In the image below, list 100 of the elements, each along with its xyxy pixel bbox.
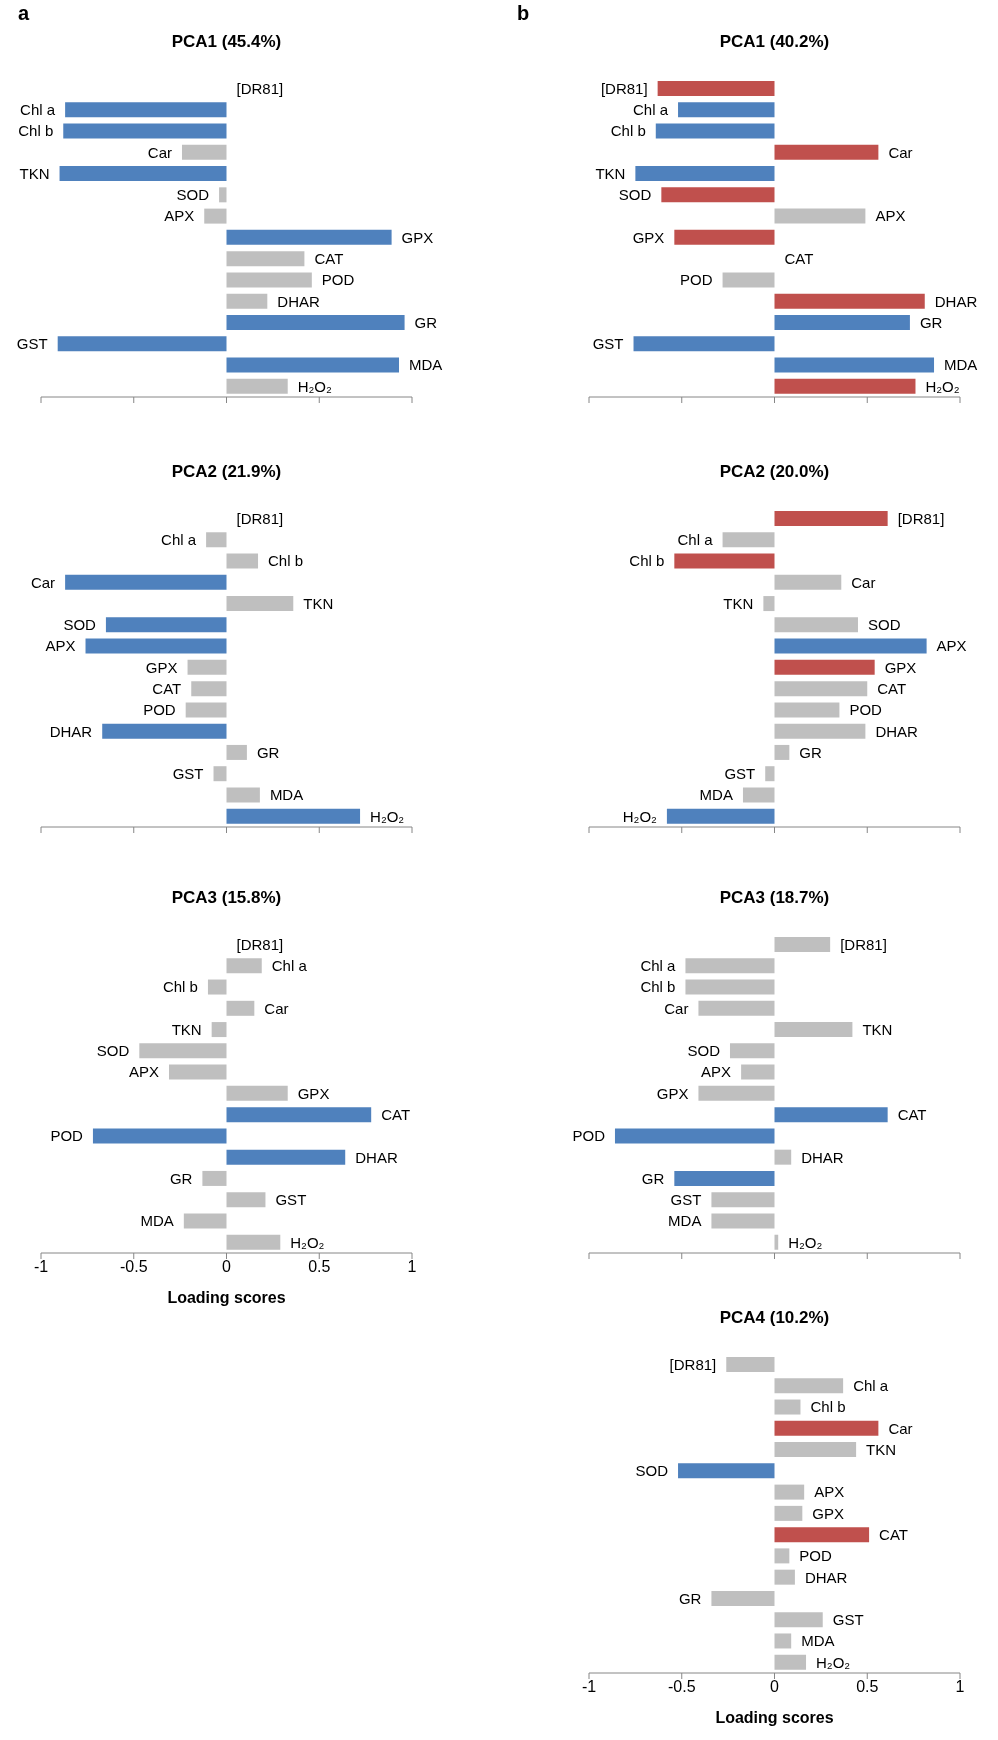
category-label: GPX [145, 658, 178, 676]
category-label: Chl a [20, 101, 56, 119]
bar [187, 659, 227, 675]
category-label: H₂O₂ [290, 1233, 325, 1251]
x-tick-label: -0.5 [667, 1678, 696, 1696]
bar [226, 958, 262, 974]
bar [674, 1170, 775, 1186]
text: a [18, 2, 30, 25]
bar [742, 787, 775, 803]
category-label: H₂O₂ [788, 1233, 823, 1251]
category-label: GST [724, 765, 756, 783]
category-label: Chl b [810, 1398, 846, 1416]
bar [698, 1000, 775, 1016]
bar [226, 1000, 255, 1016]
category-label: MDA [409, 356, 443, 374]
text: b [517, 2, 530, 25]
category-label: Car [888, 143, 913, 161]
bar [226, 357, 400, 373]
bar [226, 1149, 346, 1165]
category-label: Car [264, 999, 289, 1017]
bar [741, 1064, 775, 1080]
bar [774, 681, 868, 697]
x-tick-label: 0 [770, 1678, 780, 1696]
category-label: POD [50, 1127, 83, 1145]
bar [207, 979, 227, 995]
bar [213, 766, 227, 782]
bar [57, 336, 227, 352]
bar [183, 1213, 227, 1229]
category-label: TKN [723, 594, 754, 612]
bar [204, 208, 227, 224]
category-label: CAT [879, 1526, 908, 1544]
category-label: GST [670, 1191, 702, 1209]
category-label: APX [128, 1063, 159, 1081]
category-label: DHAR [355, 1148, 398, 1166]
bar [226, 1085, 288, 1101]
category-label: SOD [176, 186, 210, 204]
bar [729, 1043, 775, 1059]
category-label: MDA [699, 786, 733, 804]
category-label: GPX [401, 228, 434, 246]
bar [774, 744, 790, 760]
bar [774, 1149, 792, 1165]
category-label: Chl a [271, 957, 307, 975]
bar [169, 1064, 227, 1080]
chart-title: PCA1 (45.4%) [170, 31, 283, 53]
category-label: TKN [171, 1020, 202, 1038]
category-label: GST [172, 765, 204, 783]
bar [726, 1357, 775, 1372]
category-label: POD [799, 1547, 832, 1565]
category-label: POD [572, 1127, 605, 1145]
bar [226, 293, 268, 309]
bar [139, 1043, 227, 1059]
bar [226, 744, 247, 760]
category-label: MDA [801, 1632, 835, 1650]
bar [774, 1399, 801, 1415]
bar [633, 336, 775, 352]
category-label: [DR81] [600, 79, 648, 97]
category-label: POD [680, 271, 713, 289]
category-label: GPX [632, 228, 665, 246]
bar [774, 1442, 857, 1458]
bar [226, 1192, 266, 1208]
category-label: APX [701, 1063, 732, 1081]
category-label: H₂O₂ [297, 377, 332, 395]
bar [678, 1463, 775, 1479]
category-label: DHAR [49, 722, 93, 740]
bar [102, 723, 227, 739]
bar [219, 187, 227, 203]
category-label: GR [169, 1169, 193, 1187]
x-tick-label: 1 [407, 1258, 417, 1276]
category-label: DHAR [277, 292, 320, 310]
chart-title: PCA4 (10.2%) [718, 1307, 831, 1329]
bar [185, 702, 227, 718]
category-label: DHAR [934, 292, 978, 310]
category-label: CAT [314, 250, 344, 268]
bar [661, 187, 775, 203]
x-tick-label: 0.5 [856, 1678, 879, 1696]
bar [722, 272, 775, 288]
category-label: GPX [656, 1084, 689, 1102]
bar [774, 617, 858, 633]
category-label: SOD [687, 1042, 720, 1060]
bar [202, 1170, 227, 1186]
x-tick-label: -0.5 [119, 1258, 148, 1276]
bar [774, 1505, 803, 1521]
category-label: Chl b [629, 552, 665, 570]
category-label: APX [875, 207, 906, 225]
x-axis-title: Loading scores [714, 1709, 835, 1727]
x-tick-label: -1 [581, 1678, 597, 1696]
category-label: GR [799, 743, 822, 761]
bar [774, 702, 840, 718]
bar [774, 723, 866, 739]
bar [774, 937, 831, 952]
bar [774, 1378, 844, 1394]
category-label: POD [849, 701, 882, 719]
bar [635, 166, 775, 182]
category-label: Chl a [677, 531, 713, 549]
category-label: MDA [140, 1212, 174, 1230]
x-tick-label: 1 [955, 1678, 965, 1696]
category-label: Car [851, 573, 876, 591]
bar [774, 314, 910, 330]
bar [774, 638, 927, 654]
bar [226, 1234, 281, 1250]
